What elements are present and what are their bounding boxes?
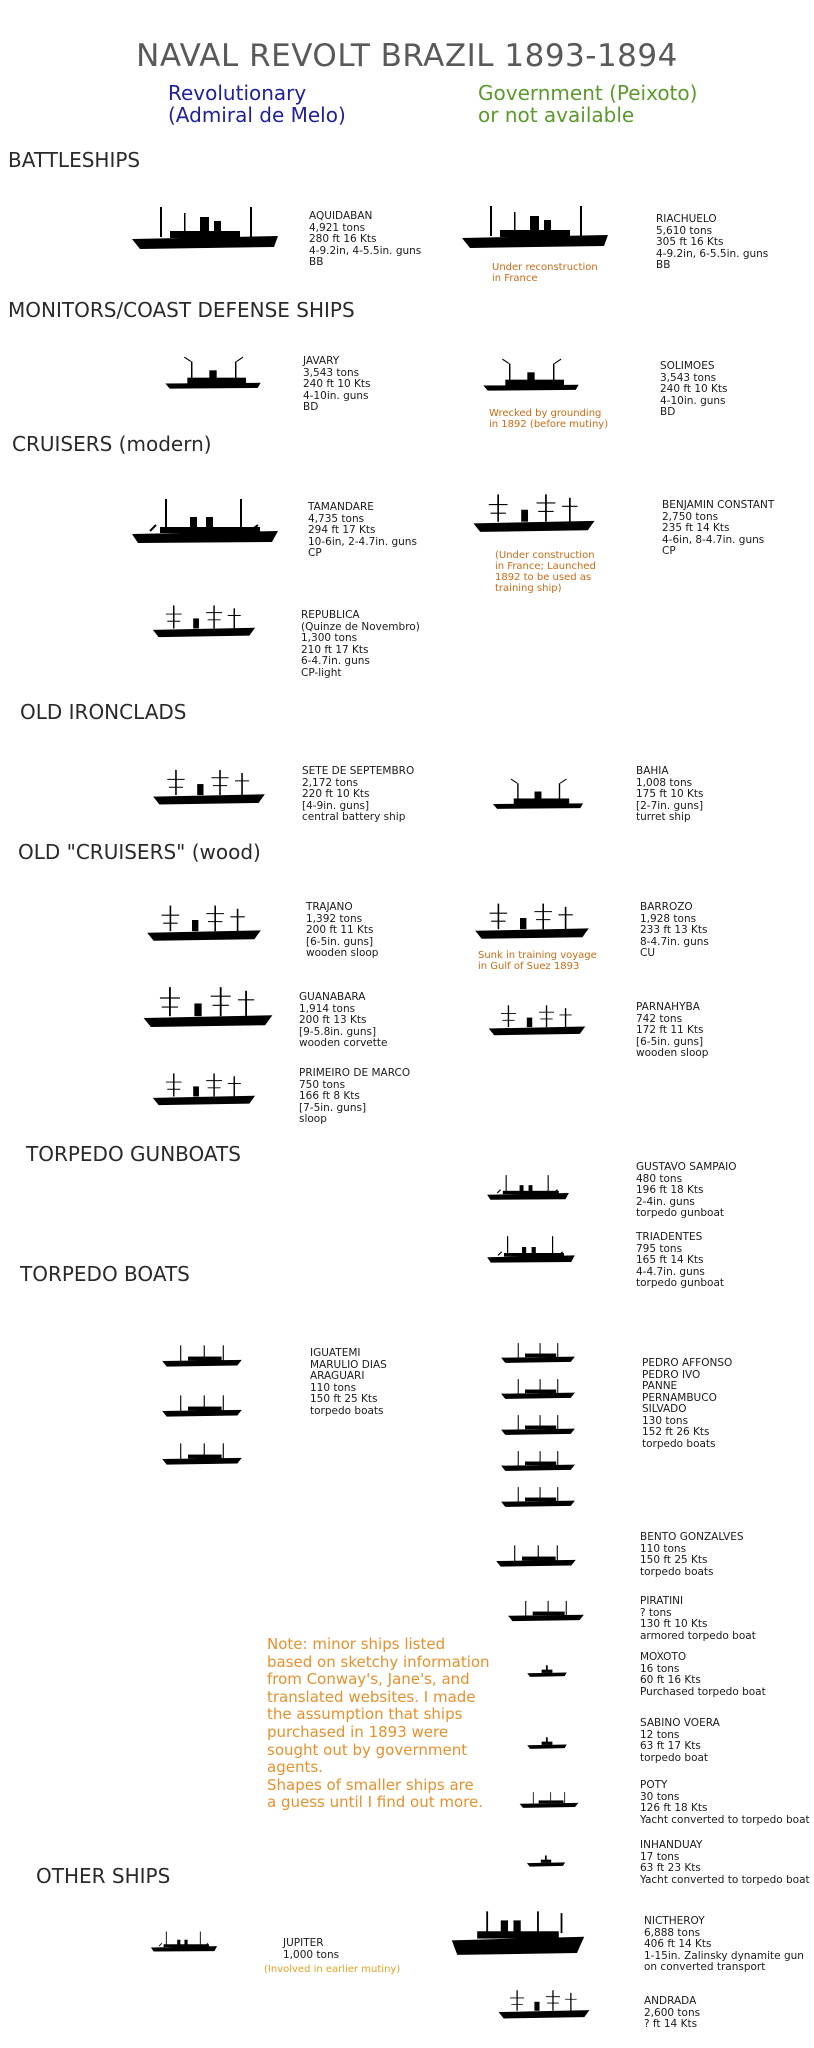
ship-icon: [140, 982, 276, 1034]
ship-info-tamandare: TAMANDARE 4,735 tons 294 ft 17 Kts 10-6i…: [308, 501, 417, 559]
ship-note-benjamin: (Under construction in France; Launched …: [495, 550, 596, 594]
ship-info-gustavo: GUSTAVO SAMPAIO 480 tons 196 ft 18 Kts 2…: [636, 1161, 737, 1219]
ship-note-barrozo: Sunk in training voyage in Gulf of Suez …: [478, 950, 597, 972]
ship-icon: [158, 1342, 246, 1370]
ship-icon: [496, 1340, 580, 1366]
ship-info-parnahyba: PARNAHYBA 742 tons 172 ft 11 Kts [6-5in.…: [636, 1001, 709, 1059]
ship-icon: [486, 1000, 588, 1042]
ship-icon: [158, 1440, 246, 1468]
ship-icon: [506, 1596, 586, 1626]
ship-info-guanabara: GUANABARA 1,914 tons 200 ft 13 Kts [9-5.…: [299, 991, 388, 1049]
ship-info-trajano: TRAJANO 1,392 tons 200 ft 11 Kts [6-5in.…: [306, 901, 379, 959]
minor-ships-note: Note: minor ships listed based on sketch…: [267, 1635, 490, 1812]
ship-info-moxoto: MOXOTO 16 tons 60 ft 16 Kts Purchased to…: [640, 1651, 766, 1698]
ship-icon: [496, 1376, 580, 1402]
ship-icon: [150, 1066, 258, 1114]
ship-icon: [130, 496, 280, 548]
ship-icon: [130, 198, 280, 258]
legend-government: Government (Peixoto) or not available: [478, 81, 698, 127]
ship-icon: [486, 1170, 570, 1206]
section-ironclads: OLD IRONCLADS: [20, 700, 187, 724]
ship-info-inhanduay: INHANDUAY 17 tons 63 ft 23 Kts Yacht con…: [640, 1839, 810, 1886]
legend-revolutionary: Revolutionary (Admiral de Melo): [168, 81, 346, 127]
ship-info-javary: JAVARY 3,543 tons 240 ft 10 Kts 4-10in. …: [303, 355, 371, 413]
ship-info-aquidaban: AQUIDABAN 4,921 tons 280 ft 16 Kts 4-9.2…: [309, 210, 422, 268]
ship-icon: [520, 1658, 574, 1682]
ship-info-solimoes: SOLIMOES 3,543 tons 240 ft 10 Kts 4-10in…: [660, 360, 728, 418]
ship-info-benjamin: BENJAMIN CONSTANT 2,750 tons 235 ft 14 K…: [662, 499, 775, 557]
ship-icon: [472, 894, 592, 950]
ship-icon: [476, 350, 586, 402]
ship-icon: [144, 898, 264, 950]
ship-info-piratini: PIRATINI ? tons 130 ft 10 Kts armored to…: [640, 1595, 756, 1642]
ship-info-triadentes: TRIADENTES 795 tons 165 ft 14 Kts 4-4.7i…: [636, 1231, 725, 1289]
section-wood: OLD "CRUISERS" (wood): [18, 840, 261, 864]
ship-note-solimoes: Wrecked by grounding in 1892 (before mut…: [489, 408, 609, 430]
ship-icon: [496, 1448, 580, 1474]
ship-info-sete: SETE DE SEPTEMBRO 2,172 tons 220 ft 10 K…: [302, 765, 415, 823]
ship-icon: [496, 1412, 580, 1438]
section-other: OTHER SHIPS: [36, 1864, 171, 1888]
section-cruisers: CRUISERS (modern): [12, 432, 212, 456]
ship-icon: [496, 1484, 580, 1510]
ship-icon: [150, 1924, 218, 1960]
section-battleships: BATTLESHIPS: [8, 148, 141, 172]
ship-icon: [470, 482, 598, 546]
ship-info-poty: POTY 30 tons 126 ft 18 Kts Yacht convert…: [640, 1779, 810, 1826]
ship-info-bento: BENTO GONZALVES 110 tons 150 ft 25 Kts t…: [640, 1531, 744, 1578]
ship-info-primeiro: PRIMEIRO DE MARCO 750 tons 166 ft 8 Kts …: [299, 1067, 411, 1125]
ship-icon: [520, 1848, 572, 1872]
ship-icon: [486, 774, 590, 816]
ship-info-pedro: PEDRO AFFONSO PEDRO IVO PANNE PERNAMBUCO…: [642, 1357, 733, 1450]
ship-info-jupiter: JUPITER 1,000 tons: [283, 1937, 340, 1961]
ship-info-barrozo: BARROZO 1,928 tons 233 ft 13 Kts 8-4.7in…: [640, 901, 709, 959]
ship-info-nictheroy: NICTHEROY 6,888 tons 406 ft 14 Kts 1-15i…: [644, 1915, 804, 1973]
ship-icon: [150, 596, 258, 648]
ship-note-jupiter: (Involved in earlier mutiny): [264, 1964, 401, 1975]
ship-info-riachuelo: RIACHUELO 5,610 tons 305 ft 16 Kts 4-9.2…: [656, 213, 769, 271]
ship-info-sabino: SABINO VOERA 12 tons 63 ft 17 Kts torped…: [640, 1717, 720, 1764]
ship-info-iguatemi: IGUATEMI MARULIO DIAS ARAGUARI 110 tons …: [310, 1347, 387, 1417]
ship-icon: [158, 348, 268, 400]
ship-icon: [150, 764, 268, 812]
ship-info-republica: REPUBLICA (Quinze de Novembro) 1,300 ton…: [301, 609, 420, 679]
ship-note-riachuelo: Under reconstruction in France: [492, 262, 598, 284]
ship-info-bahia: BAHIA 1,008 tons 175 ft 10 Kts [2-7in. g…: [636, 765, 704, 823]
page-title: NAVAL REVOLT BRAZIL 1893-1894: [136, 38, 678, 74]
section-torpedo-boats: TORPEDO BOATS: [20, 1262, 190, 1286]
ship-icon: [520, 1730, 574, 1754]
ship-icon: [518, 1786, 580, 1814]
ship-icon: [496, 1986, 592, 2024]
ship-icon: [450, 1898, 586, 1970]
section-monitors: MONITORS/COAST DEFENSE SHIPS: [8, 298, 355, 322]
ship-info-andrada: ANDRADA 2,600 tons ? ft 14 Kts: [644, 1995, 701, 2030]
section-gunboats: TORPEDO GUNBOATS: [26, 1142, 241, 1166]
ship-icon: [494, 1542, 578, 1570]
ship-icon: [460, 196, 610, 258]
ship-icon: [158, 1392, 246, 1420]
ship-icon: [486, 1230, 576, 1270]
